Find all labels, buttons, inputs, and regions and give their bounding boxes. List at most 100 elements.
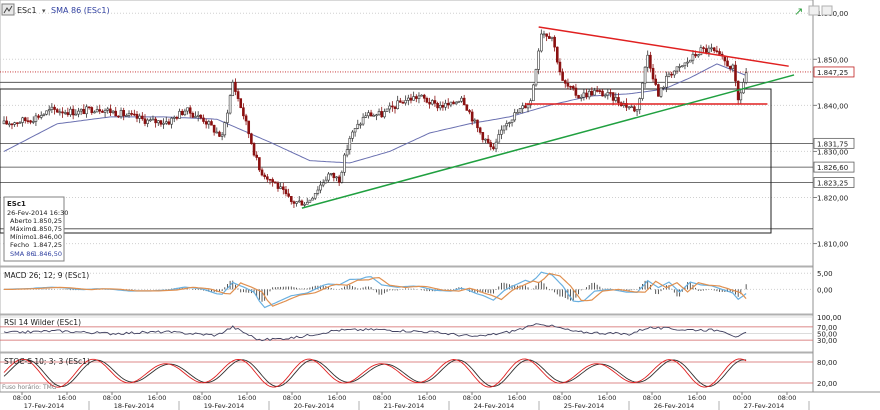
candle-body: [484, 138, 487, 141]
candle-body: [98, 109, 102, 112]
rsi-label[interactable]: RSI 14 Wilder (ESc1): [4, 318, 81, 327]
panel-close-icon[interactable]: [821, 5, 833, 16]
candle-body: [351, 131, 354, 139]
rsi-tick-label: 100,00: [817, 314, 842, 322]
candle-body: [383, 111, 386, 118]
candle-body: [569, 85, 572, 88]
candle-body: [356, 123, 360, 129]
candle-body: [175, 116, 179, 119]
candle-body: [223, 122, 227, 136]
candle-body: [553, 36, 556, 48]
price-axis: [813, 0, 880, 392]
candle-body: [726, 60, 729, 67]
candle-body: [63, 112, 67, 114]
info-value-close: 1.847,25: [33, 241, 62, 249]
candle-body: [149, 119, 152, 122]
symbol-label[interactable]: ESc1: [17, 6, 37, 15]
candle-body: [462, 97, 466, 106]
candle-body: [521, 105, 525, 109]
candle-body: [244, 115, 248, 122]
candle-body: [37, 115, 40, 118]
candle-body: [510, 119, 514, 123]
candle-body: [111, 110, 115, 113]
info-value-open: 1.850,25: [33, 217, 62, 225]
candle-body: [582, 92, 586, 98]
info-label-low: Mínimo: [10, 233, 34, 241]
candle-body: [542, 33, 546, 36]
candle-body: [319, 184, 322, 191]
candle-body: [335, 176, 338, 179]
indicator-label[interactable]: SMA 86 (ESc1): [51, 6, 110, 15]
x-time-label: 08:00: [13, 394, 32, 402]
candle-body: [151, 118, 155, 121]
y-tick-label: 1.810,00: [817, 241, 848, 249]
stoc-indicator: 80,00 20,00: [0, 358, 837, 388]
candle-body: [609, 92, 612, 94]
macd-line: [3, 271, 747, 309]
candle-body: [42, 113, 46, 116]
candle-body: [226, 112, 229, 123]
candle-body: [734, 64, 737, 82]
candle-body: [141, 115, 144, 120]
x-date-label: 18-Fev-2014: [114, 402, 155, 410]
candle-body: [372, 115, 376, 117]
candle-body: [130, 113, 133, 115]
symbol-dropdown-icon[interactable]: ▾: [42, 7, 46, 15]
candle-body: [252, 143, 256, 156]
candle-body: [744, 72, 748, 83]
candle-body: [508, 122, 511, 124]
candle-body: [39, 115, 43, 118]
candle-body: [377, 111, 381, 116]
candle-body: [566, 82, 570, 87]
candle-body: [18, 122, 22, 124]
candle-body: [210, 121, 213, 126]
candle-body: [452, 101, 455, 105]
candle-body: [266, 176, 269, 180]
candle-body: [337, 176, 341, 183]
candle-body: [348, 138, 352, 150]
candle-body: [555, 46, 559, 63]
candle-body: [250, 133, 253, 145]
panel-settings-icon[interactable]: [808, 5, 820, 16]
candle-body: [274, 181, 277, 184]
candle-body: [369, 112, 373, 117]
candle-body: [742, 82, 745, 94]
x-time-label: 16:00: [58, 394, 77, 402]
candle-body: [305, 201, 309, 205]
candle-body: [654, 78, 658, 85]
candle-body: [407, 97, 410, 101]
candle-body: [393, 106, 397, 109]
candle-body: [327, 173, 330, 181]
candle-body: [420, 94, 423, 97]
candle-body: [87, 106, 91, 109]
candle-body: [114, 110, 118, 117]
candle-body: [2, 120, 6, 125]
candle-body: [154, 118, 157, 124]
macd-signal-line: [4, 272, 747, 307]
candle-body: [196, 114, 200, 117]
x-time-label: 08:00: [778, 394, 797, 402]
candle-body: [670, 73, 673, 76]
x-time-label: 00:00: [733, 394, 752, 402]
candle-body: [526, 104, 530, 109]
candle-body: [502, 125, 506, 131]
candle-body: [489, 142, 493, 148]
candle-body: [156, 120, 160, 124]
candle-body: [428, 101, 431, 105]
trend-icon[interactable]: ↗: [794, 5, 803, 18]
stoc-label[interactable]: STOC-S 10; 3; 3 (ESc1): [4, 357, 90, 366]
candle-body: [593, 90, 596, 96]
price-label-box: [813, 161, 855, 173]
macd-label[interactable]: MACD 26; 12; 9 (ESc1): [4, 271, 89, 280]
x-date-label: 24-Fev-2014: [474, 402, 515, 410]
candle-body: [29, 120, 32, 123]
candle-body: [172, 116, 176, 119]
candle-body: [300, 200, 304, 206]
candle-body: [665, 75, 668, 88]
candle-body: [204, 121, 208, 125]
candle-body: [430, 100, 434, 105]
candle-body: [412, 96, 415, 101]
candle-body: [728, 65, 732, 69]
candle-body: [680, 65, 684, 68]
candle-body: [295, 201, 298, 204]
